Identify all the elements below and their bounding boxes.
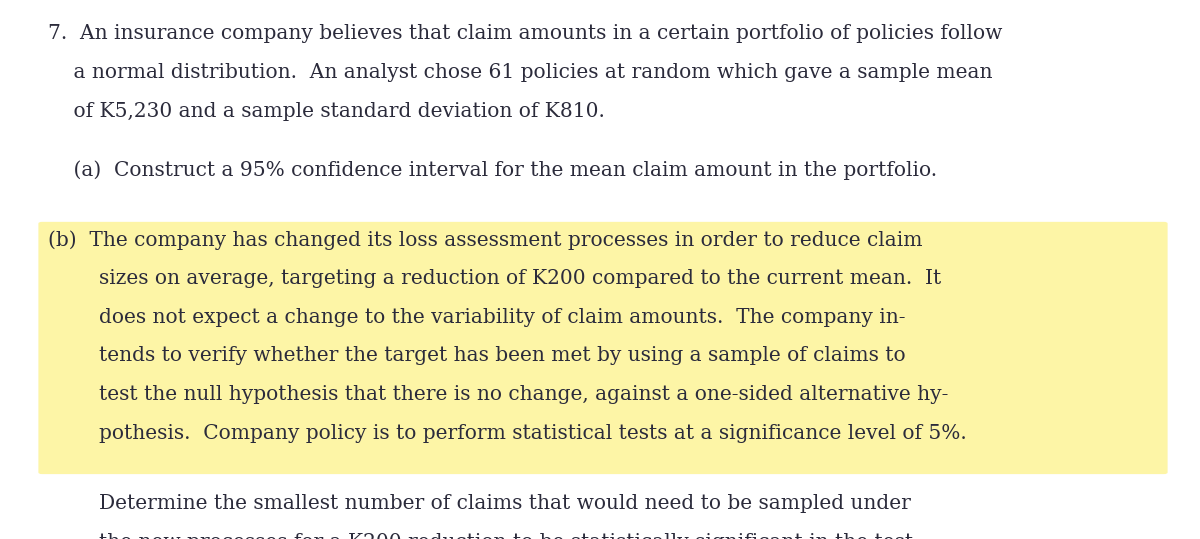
Text: the new processes for a K200 reduction to be statistically significant in the te: the new processes for a K200 reduction t… xyxy=(48,533,919,539)
Text: tends to verify whether the target has been met by using a sample of claims to: tends to verify whether the target has b… xyxy=(48,347,906,365)
Text: pothesis.  Company policy is to perform statistical tests at a significance leve: pothesis. Company policy is to perform s… xyxy=(48,424,967,443)
Text: Determine the smallest number of claims that would need to be sampled under: Determine the smallest number of claims … xyxy=(48,494,911,513)
Text: a normal distribution.  An analyst chose 61 policies at random which gave a samp: a normal distribution. An analyst chose … xyxy=(48,63,992,82)
Text: does not expect a change to the variability of claim amounts.  The company in-: does not expect a change to the variabil… xyxy=(48,308,906,327)
Text: test the null hypothesis that there is no change, against a one-sided alternativ: test the null hypothesis that there is n… xyxy=(48,385,948,404)
Text: sizes on average, targeting a reduction of K200 compared to the current mean.  I: sizes on average, targeting a reduction … xyxy=(48,269,941,288)
Text: 7.  An insurance company believes that claim amounts in a certain portfolio of p: 7. An insurance company believes that cl… xyxy=(48,24,1002,43)
Text: (a)  Construct a 95% confidence interval for the mean claim amount in the portfo: (a) Construct a 95% confidence interval … xyxy=(48,160,937,179)
Text: of K5,230 and a sample standard deviation of K810.: of K5,230 and a sample standard deviatio… xyxy=(48,102,605,121)
FancyBboxPatch shape xyxy=(38,222,1168,474)
Text: (b)  The company has changed its loss assessment processes in order to reduce cl: (b) The company has changed its loss ass… xyxy=(48,230,923,250)
